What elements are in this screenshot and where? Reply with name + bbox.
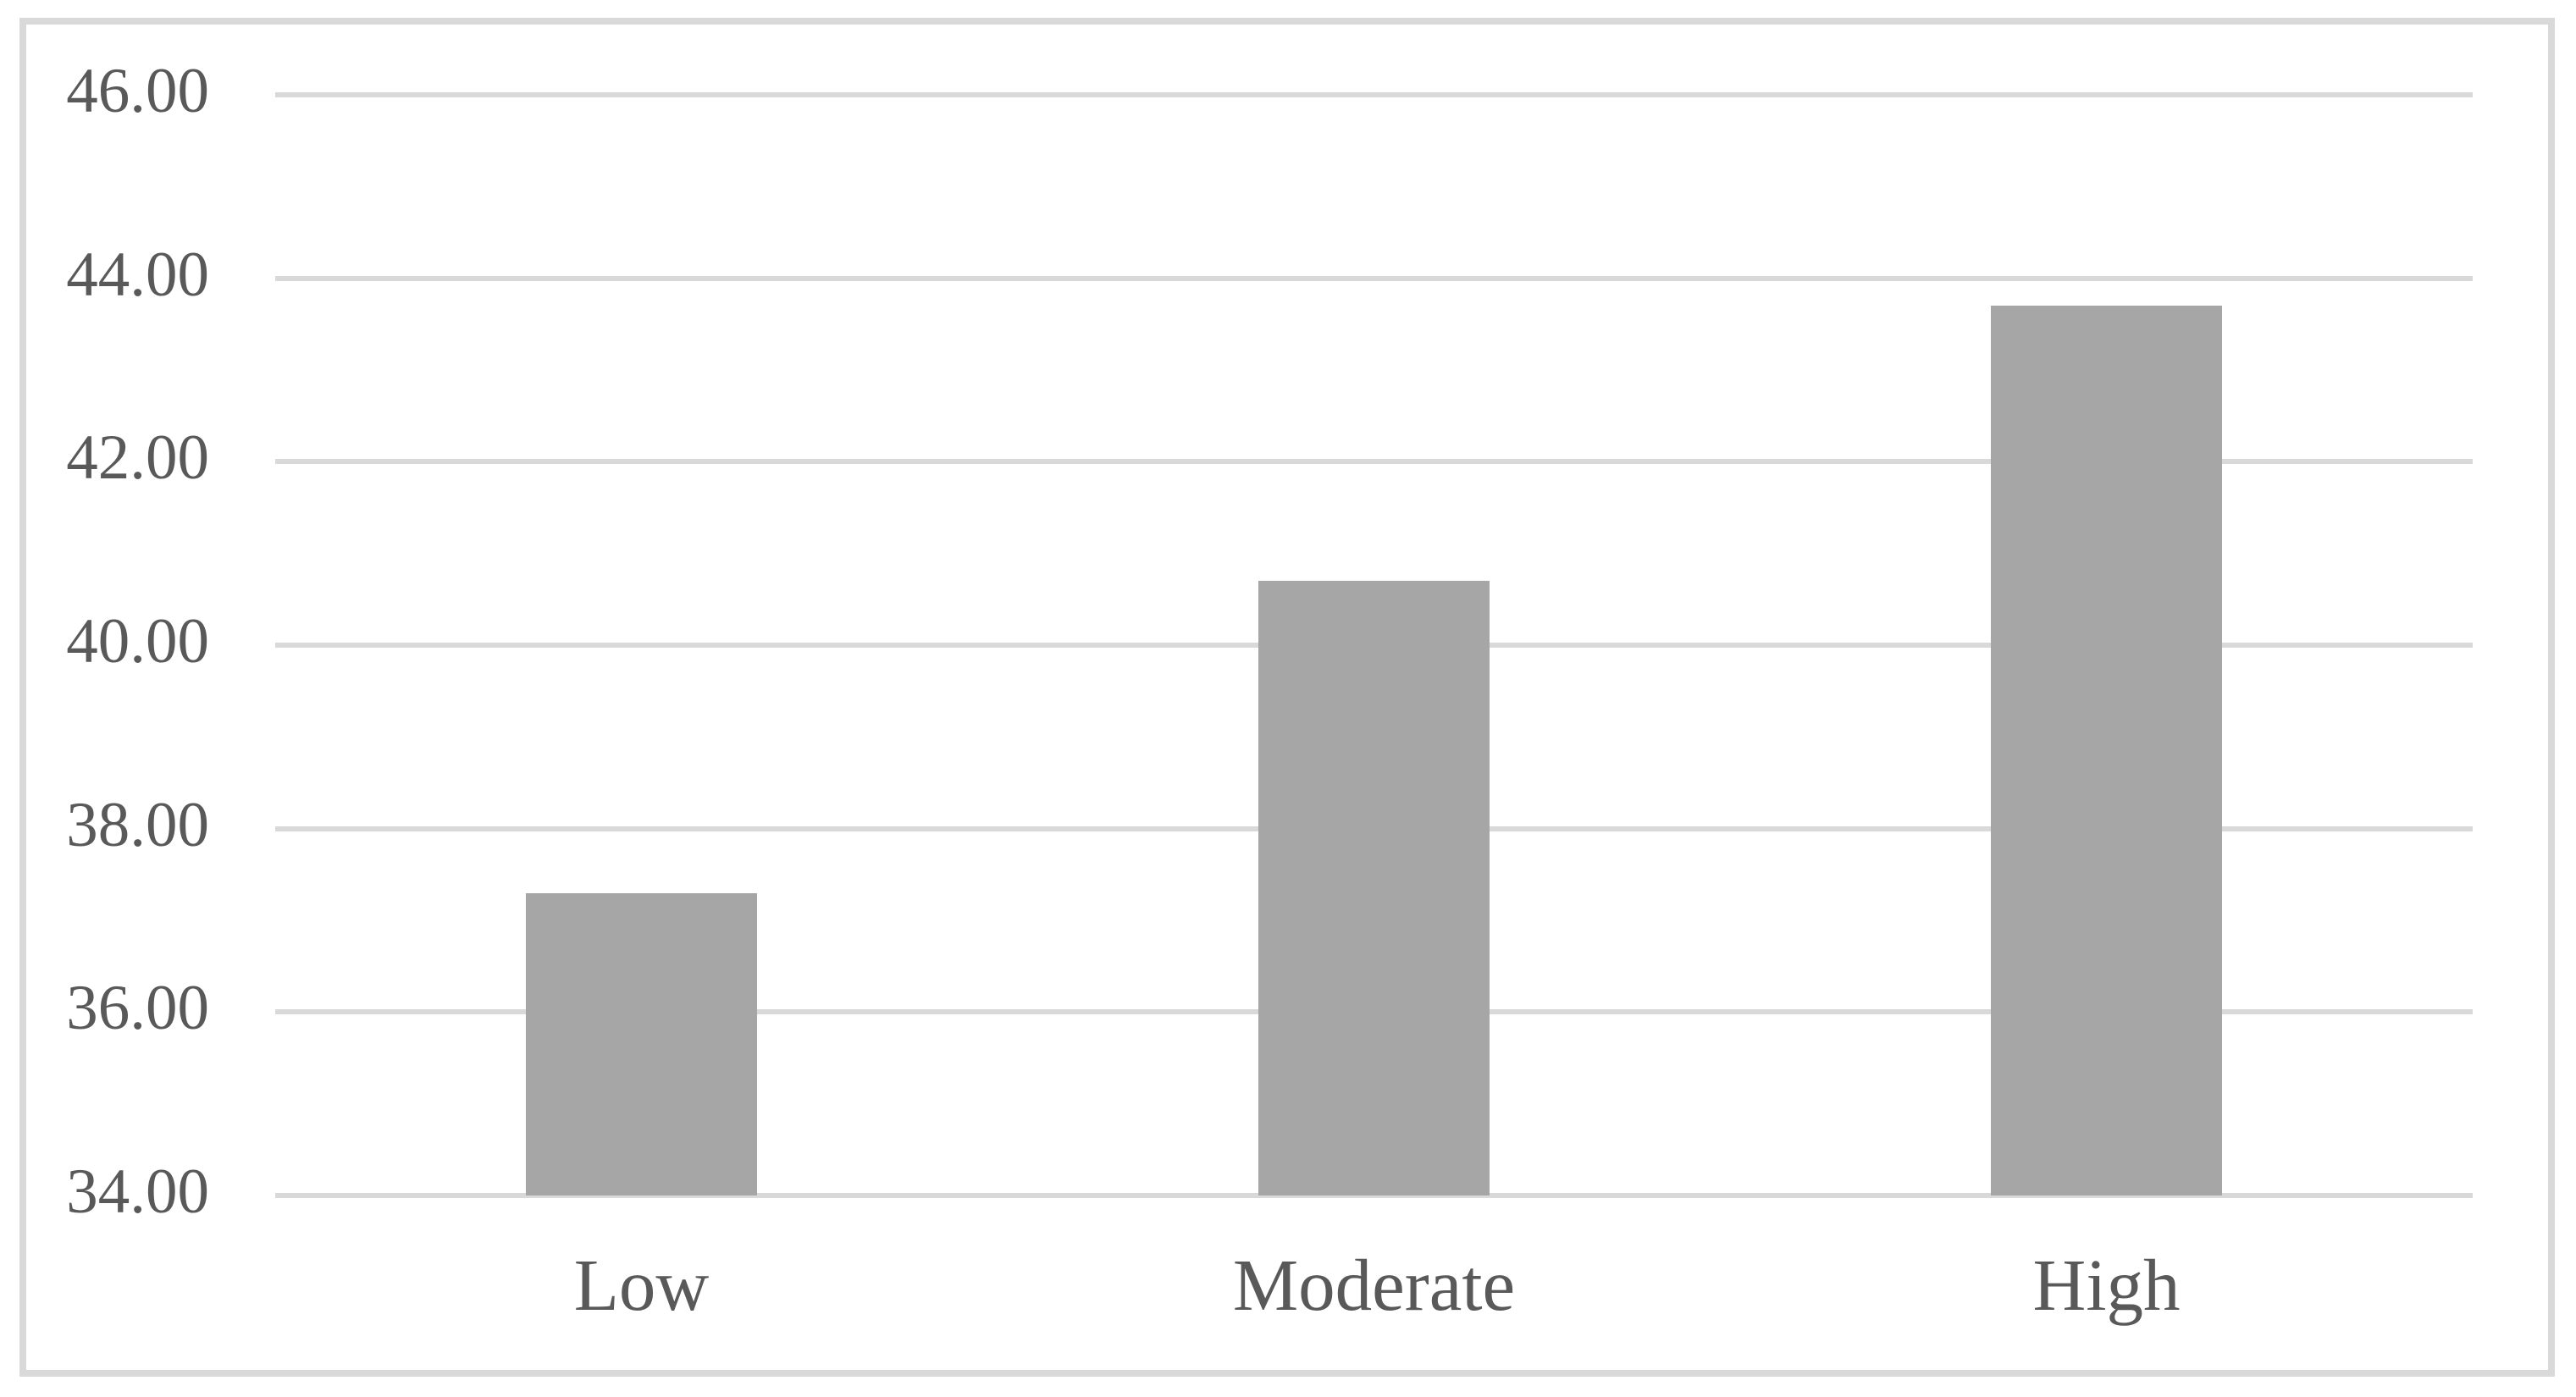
x-axis-category-label: High [2032,1244,2181,1326]
bar-moderate [1258,581,1490,1195]
y-axis-tick-label: 40.00 [66,606,209,676]
gridline [275,92,2473,97]
y-axis-tick-label: 38.00 [66,789,209,860]
gridline [275,275,2473,281]
y-axis-tick-label: 42.00 [66,422,209,494]
bar-high [1991,306,2222,1195]
x-axis-category-label: Moderate [1232,1244,1516,1326]
gridline [275,459,2473,465]
bar-low [526,892,757,1195]
gridline [275,1193,2473,1198]
y-axis-tick-label: 46.00 [66,56,209,126]
y-axis-tick-label: 44.00 [66,239,209,310]
y-axis-tick-label: 34.00 [66,1157,209,1227]
x-axis-category-label: Low [573,1244,710,1326]
y-axis-tick-label: 36.00 [66,973,209,1044]
